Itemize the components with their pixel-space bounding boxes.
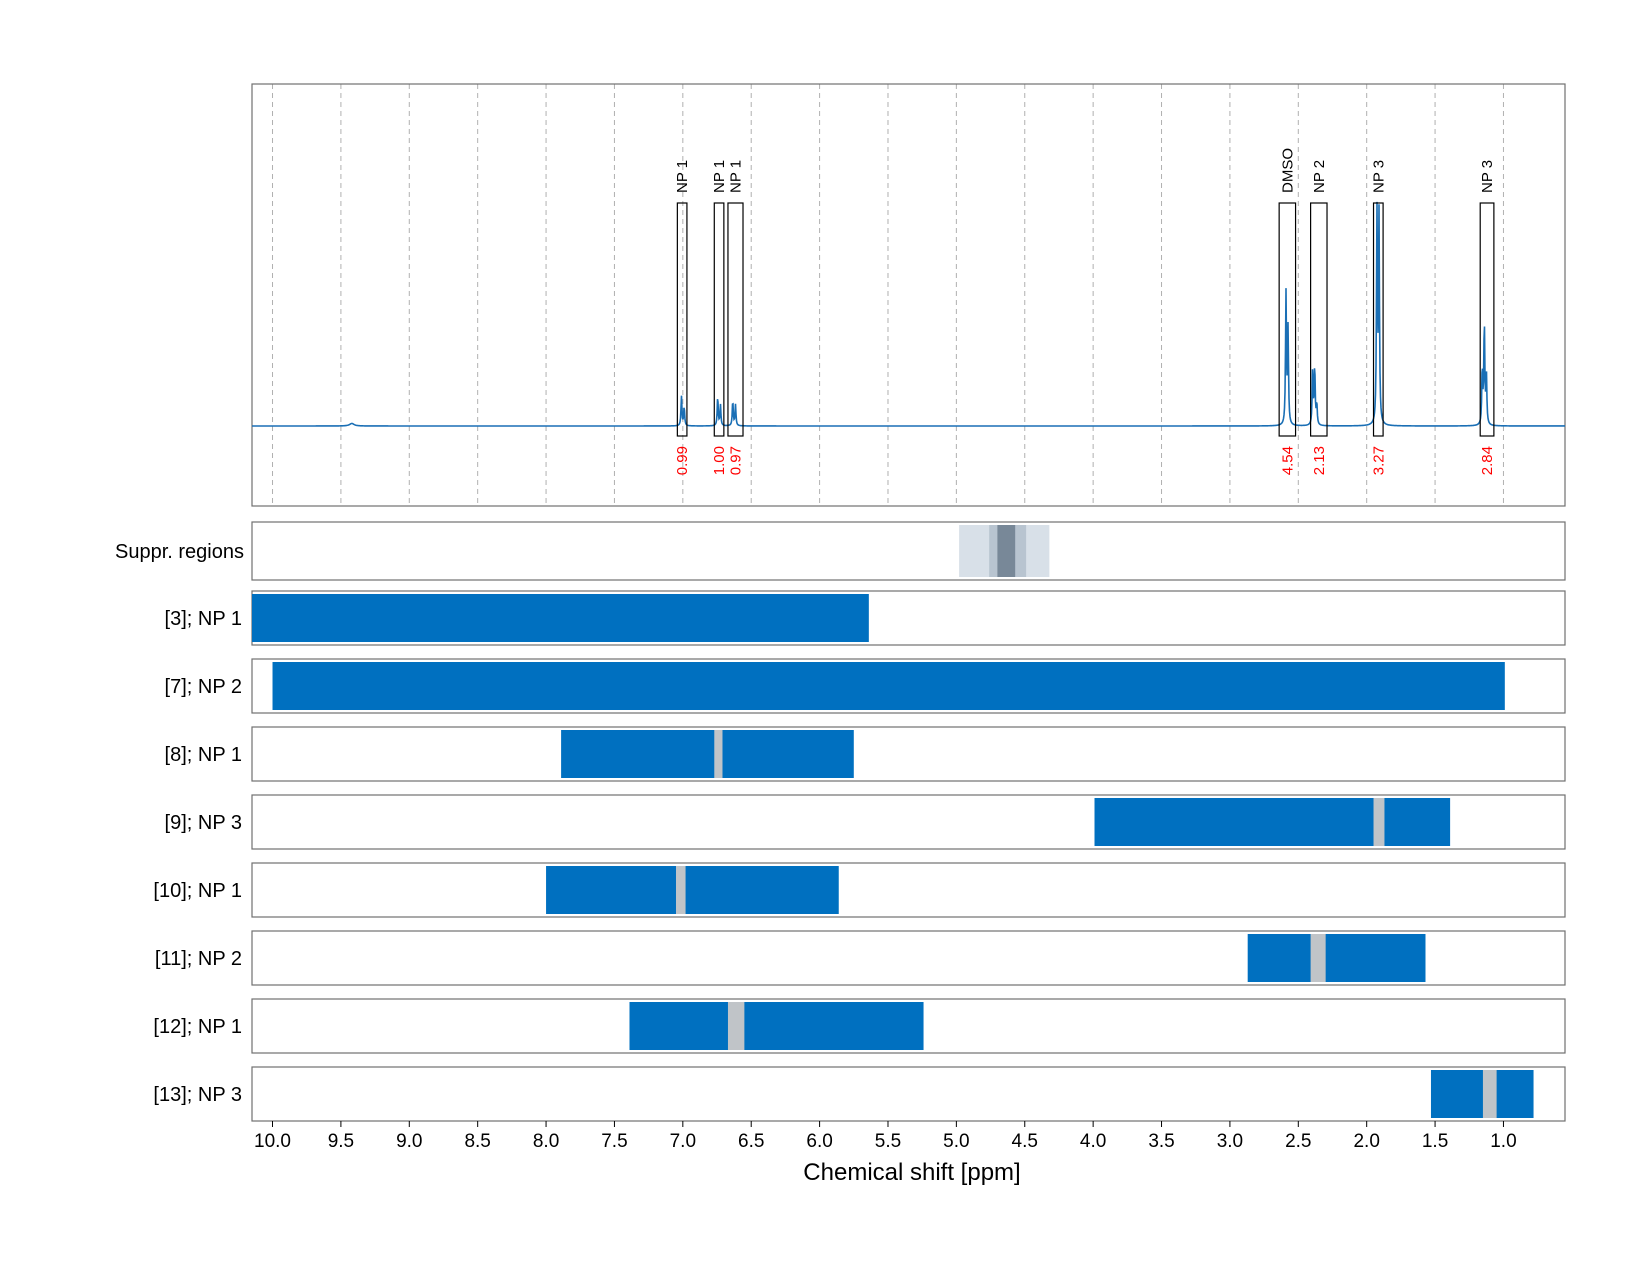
peak-box [1278, 202, 1297, 437]
row-bar [561, 730, 854, 778]
x-tick-label: 2.0 [1353, 1131, 1379, 1152]
integral-label: 0.99 [674, 446, 691, 475]
region-row: [9]; NP 3 [165, 794, 1566, 850]
integral-label: 2.84 [1479, 446, 1496, 475]
row-gap [727, 1002, 745, 1050]
peak-box [727, 202, 744, 437]
row-bar [546, 866, 839, 914]
integral-label: 2.13 [1311, 446, 1328, 475]
peak-box [1479, 202, 1495, 437]
x-tick-label: 8.0 [533, 1131, 559, 1152]
x-axis: 10.0 9.5 9.0 8.5 8.0 7.5 7.0 6.5 6.0 5.5 5.0 4.5 4.0… [254, 1121, 1517, 1152]
peak-label: NP 3 [1479, 160, 1496, 193]
row-frame [251, 862, 1566, 918]
suppression-label: Suppr. regions [115, 541, 244, 563]
peak-box [1310, 202, 1328, 437]
row-label: [11]; NP 2 [155, 948, 242, 970]
row-bar [629, 1002, 924, 1050]
spectrum-line [252, 201, 1566, 427]
region-row: [8]; NP 1 [165, 726, 1566, 782]
row-bar [1094, 798, 1451, 846]
peak-label: NP 1 [727, 160, 744, 193]
row-bar [1247, 934, 1426, 982]
spectrum-panel: NP 1 0.99 NP 1 1.00 NP 1 0.97 DMSO 4.54 NP 2 2.13… [251, 83, 1566, 507]
x-tick-label: 3.5 [1148, 1131, 1174, 1152]
region-row: [12]; NP 1 [153, 998, 1566, 1054]
suppression-panel: Suppr. regions [115, 521, 1566, 581]
row-label: [3]; NP 1 [165, 608, 242, 630]
region-row: [3]; NP 1 [165, 590, 1566, 646]
row-gap [1482, 1070, 1497, 1118]
row-frame [251, 726, 1566, 782]
region-row: [7]; NP 2 [165, 658, 1566, 714]
peak-label: NP 3 [1370, 160, 1387, 193]
row-label: [8]; NP 1 [165, 744, 242, 766]
row-bar [252, 594, 869, 642]
region-rows: [3]; NP 1 [7]; NP 2 [8]; NP 1 [9]; NP 3 [10]… [153, 590, 1566, 1122]
suppression-frame [251, 521, 1566, 581]
peak-box [1372, 202, 1384, 437]
x-tick-label: 6.0 [806, 1131, 832, 1152]
peak-box [676, 202, 688, 437]
row-gap [675, 866, 686, 914]
integral-label: 3.27 [1370, 446, 1387, 475]
peak-label: NP 2 [1311, 160, 1328, 193]
row-gap [1373, 798, 1385, 846]
region-row: [11]; NP 2 [155, 930, 1566, 986]
integral-label: 0.97 [727, 446, 744, 475]
region-row: [13]; NP 3 [153, 1066, 1566, 1122]
x-tick-label: 5.5 [875, 1131, 901, 1152]
x-tick-label: 10.0 [254, 1131, 291, 1152]
x-tick-label: 9.5 [328, 1131, 354, 1152]
row-frame [251, 1066, 1566, 1122]
row-gap [714, 730, 723, 778]
peak-label: NP 1 [674, 160, 691, 193]
peak-label: DMSO [1279, 148, 1296, 193]
x-tick-label: 5.0 [943, 1131, 969, 1152]
row-gap [1310, 934, 1326, 982]
x-tick-label: 7.0 [670, 1131, 696, 1152]
x-axis-label: Chemical shift [ppm] [803, 1159, 1020, 1186]
spectrum-frame [251, 83, 1566, 507]
x-tick-label: 1.0 [1490, 1131, 1516, 1152]
row-label: [9]; NP 3 [165, 812, 242, 834]
row-bar [1430, 1070, 1534, 1118]
x-tick-label: 6.5 [738, 1131, 764, 1152]
x-tick-label: 4.0 [1080, 1131, 1106, 1152]
row-label: [7]; NP 2 [165, 676, 242, 698]
integral-label: 1.00 [711, 446, 728, 475]
peak-box [713, 202, 725, 437]
x-tick-label: 8.5 [464, 1131, 490, 1152]
row-label: [13]; NP 3 [153, 1084, 242, 1106]
x-tick-label: 3.0 [1217, 1131, 1243, 1152]
x-tick-label: 1.5 [1422, 1131, 1448, 1152]
peak-label: NP 1 [711, 160, 728, 193]
integral-label: 4.54 [1279, 446, 1296, 475]
x-tick-label: 4.5 [1012, 1131, 1038, 1152]
suppression-region [997, 525, 1016, 577]
grid-lines [272, 84, 1504, 506]
row-label: [12]; NP 1 [153, 1016, 242, 1038]
region-row: [10]; NP 1 [153, 862, 1566, 918]
row-bar [272, 662, 1505, 710]
x-tick-label: 9.0 [396, 1131, 422, 1152]
x-tick-label: 2.5 [1285, 1131, 1311, 1152]
x-tick-label: 7.5 [601, 1131, 627, 1152]
row-label: [10]; NP 1 [153, 880, 242, 902]
